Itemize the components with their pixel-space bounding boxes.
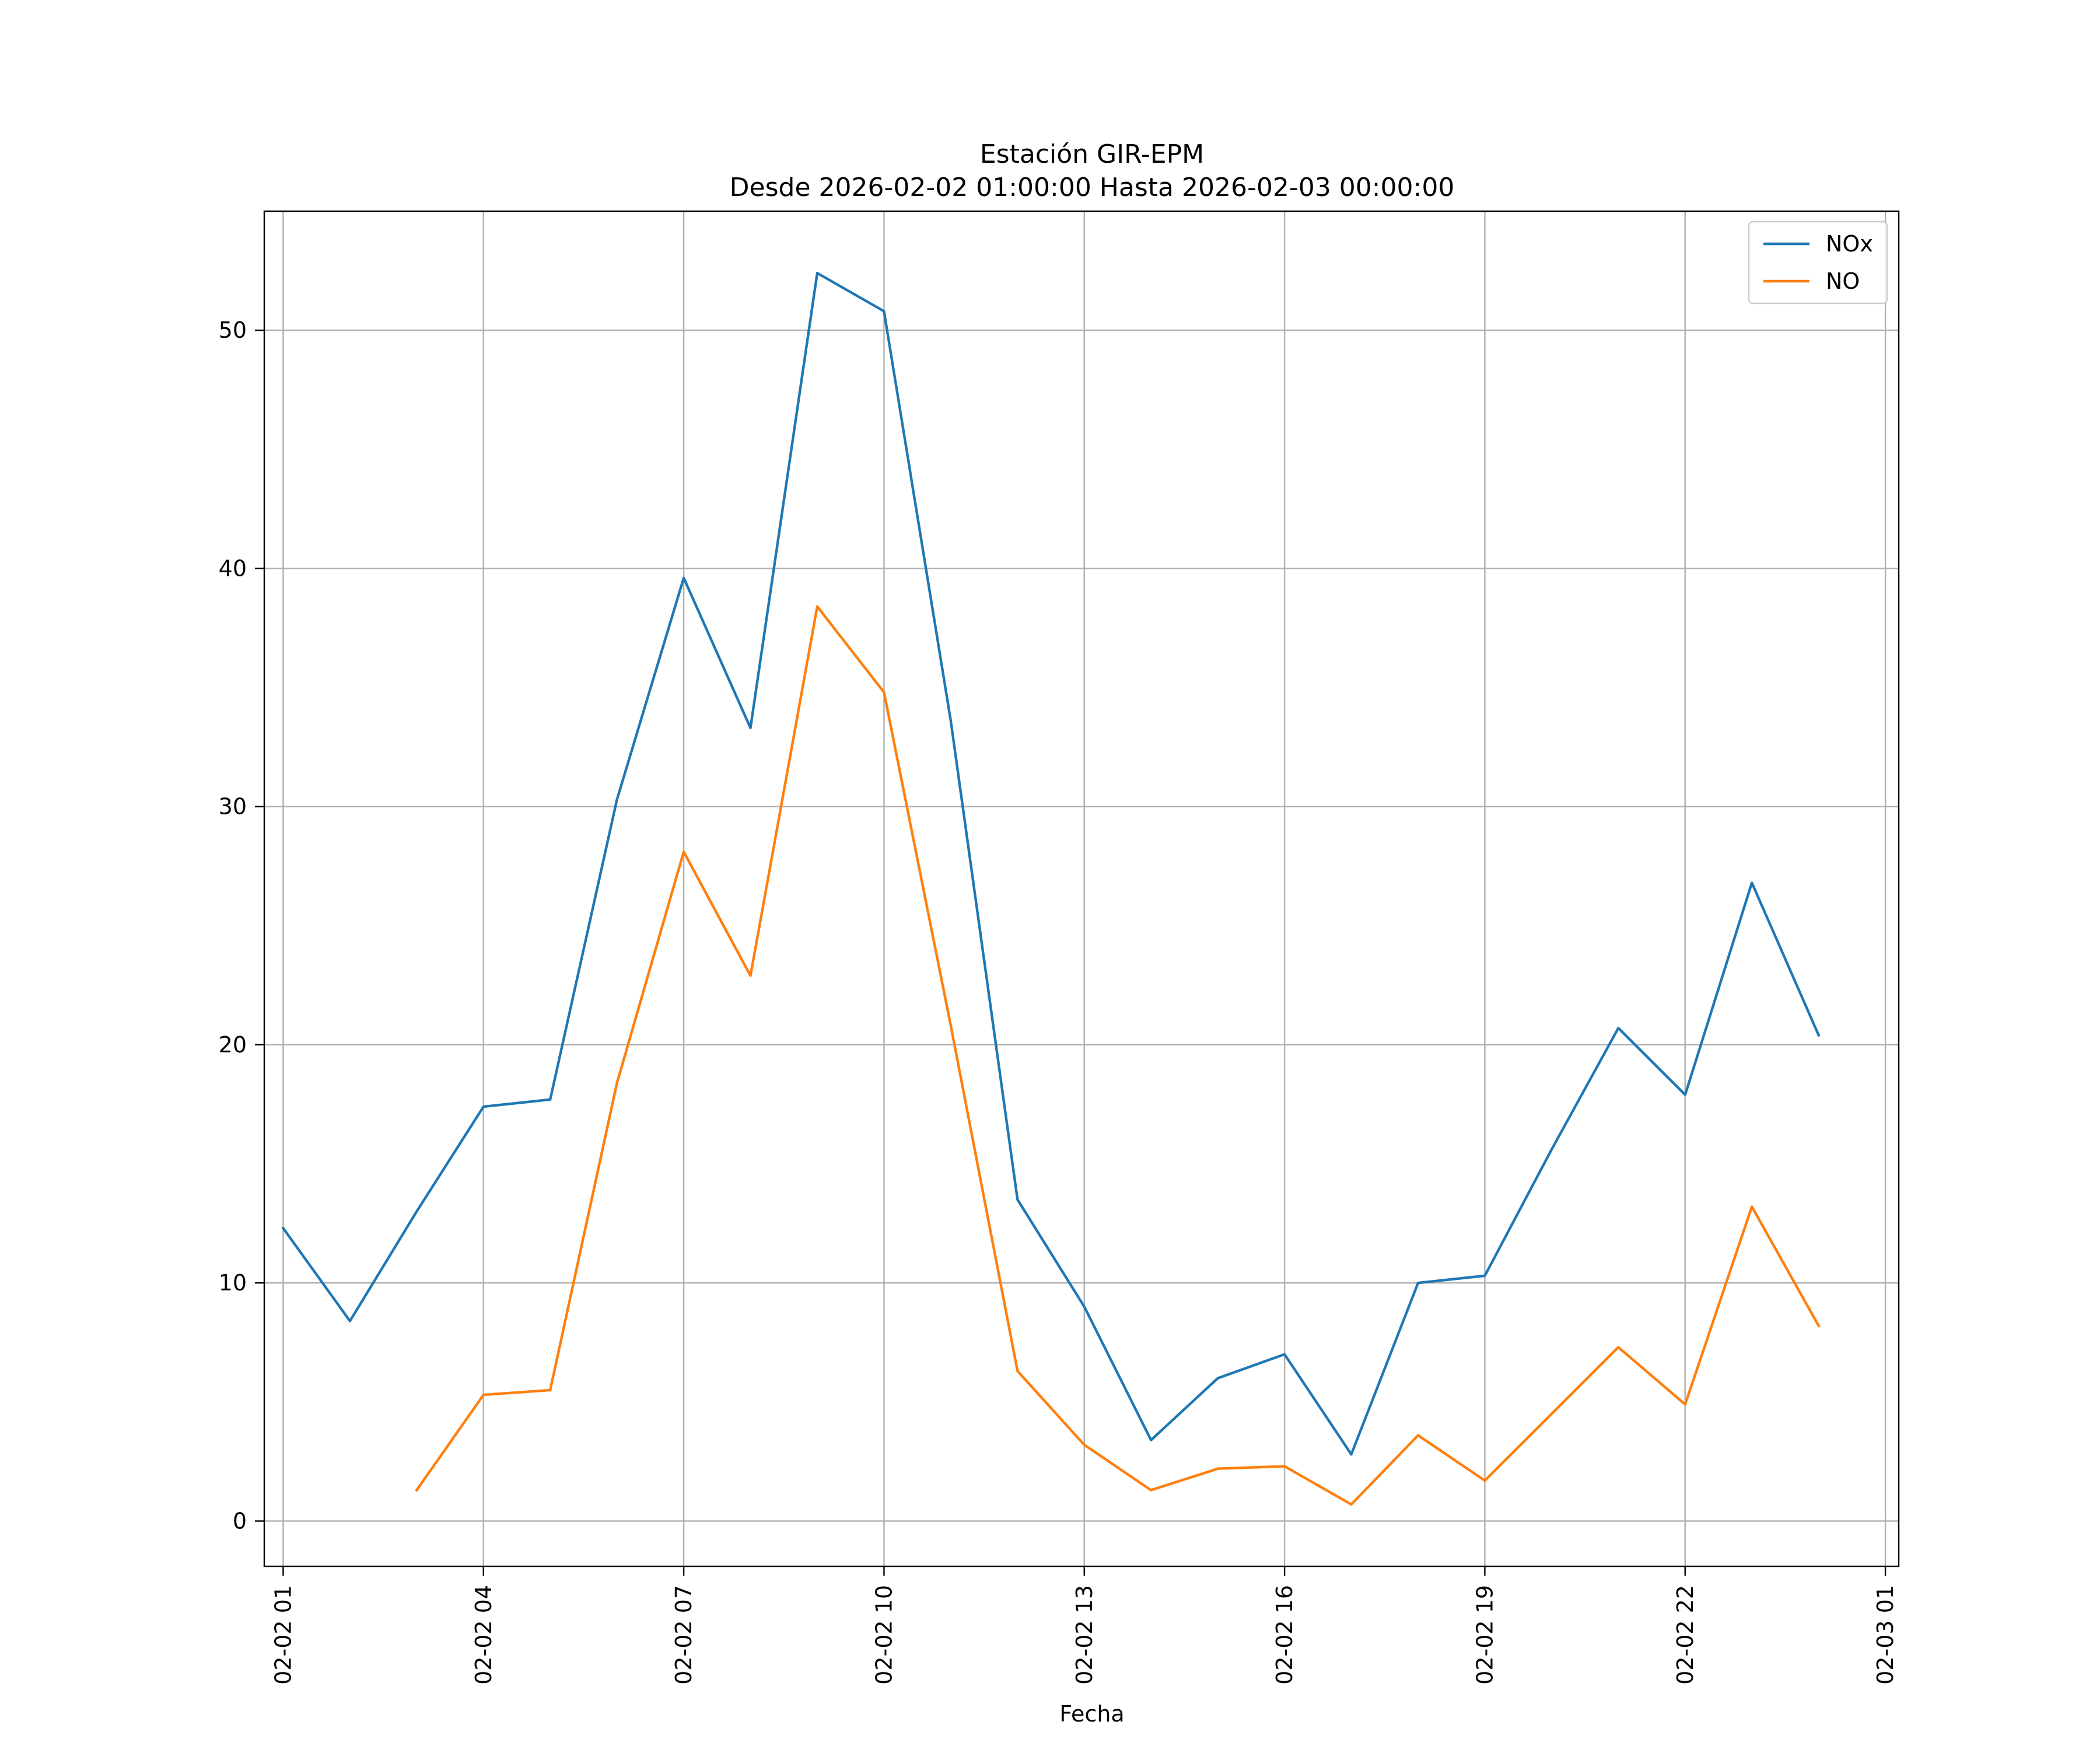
y-tick-label: 50 <box>219 317 247 343</box>
legend-frame <box>1748 221 1888 305</box>
plot-frame <box>263 210 1900 1567</box>
series-lines <box>281 271 1821 1506</box>
y-axis-ticks: 0 10 20 30 40 50 <box>219 317 264 1534</box>
y-tick-label: 0 <box>233 1508 247 1534</box>
x-tick-label: 02-03 01 <box>1873 1585 1898 1685</box>
x-tick-label: 02-02 07 <box>671 1585 696 1685</box>
series-line-no <box>415 605 1821 1506</box>
x-tick-label: 02-02 01 <box>270 1585 296 1685</box>
y-tick-label: 40 <box>219 555 247 581</box>
chart-title: Estación GIR-EPM <box>980 139 1204 169</box>
y-tick-label: 10 <box>219 1270 247 1296</box>
chart-subtitle: Desde 2026-02-02 01:00:00 Hasta 2026-02-… <box>730 173 1455 202</box>
x-tick-label: 02-02 19 <box>1472 1585 1497 1685</box>
x-tick-label: 02-02 13 <box>1072 1585 1097 1685</box>
x-axis-label: Fecha <box>1059 1701 1124 1727</box>
legend: NOx NO <box>1748 221 1888 305</box>
x-axis-ticks: 02-02 01 02-02 04 02-02 07 02-02 10 02-02 13… <box>270 1566 1898 1685</box>
x-tick-label: 02-02 22 <box>1672 1585 1698 1685</box>
legend-label-no: NO <box>1826 268 1860 294</box>
x-tick-label: 02-02 10 <box>871 1585 897 1685</box>
x-tick-label: 02-02 16 <box>1272 1585 1297 1685</box>
y-tick-label: 20 <box>219 1032 247 1058</box>
x-tick-label: 02-02 04 <box>471 1585 496 1685</box>
legend-label-nox: NOx <box>1826 231 1873 257</box>
y-tick-label: 30 <box>219 794 247 820</box>
grid-lines <box>264 211 1899 1566</box>
series-line-nox <box>281 271 1821 1456</box>
